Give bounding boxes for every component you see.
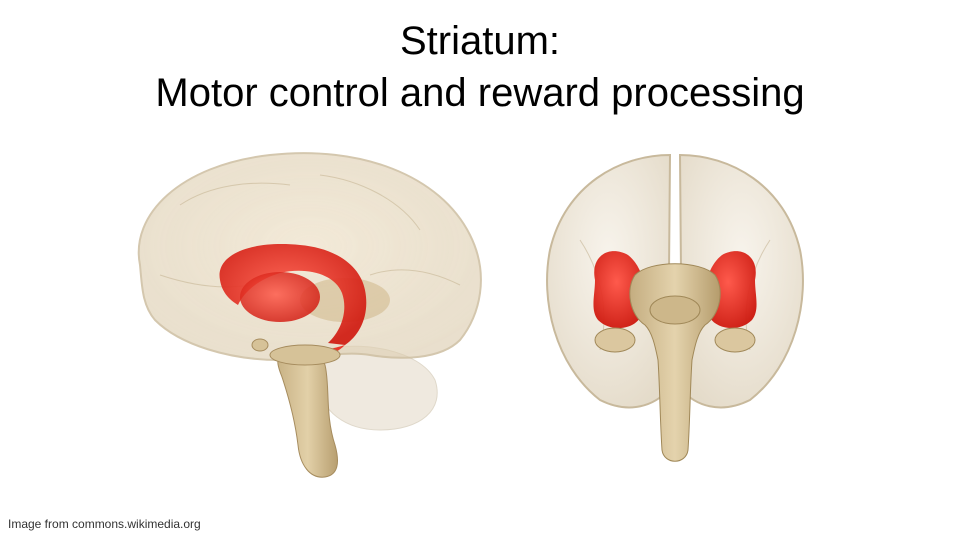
- image-credit: Image from commons.wikimedia.org: [8, 517, 201, 531]
- slide-title-line1: Striatum:: [399, 19, 561, 63]
- slide-title-line2: Motor control and reward processing: [155, 71, 805, 115]
- coronal-brain-image: [546, 153, 804, 462]
- sagittal-brain-image: [137, 152, 482, 478]
- brainstem-shape: [277, 349, 338, 478]
- striatum-shape: [219, 244, 367, 345]
